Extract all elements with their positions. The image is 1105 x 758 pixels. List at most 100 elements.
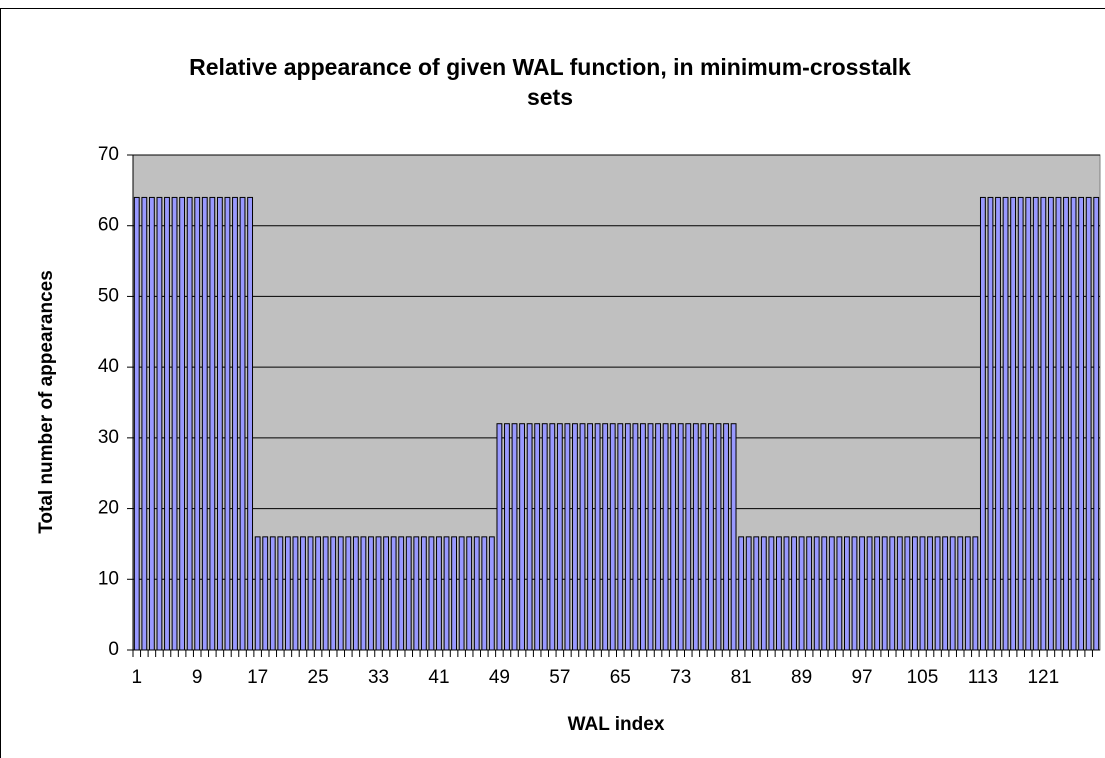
bar — [1032, 196, 1039, 651]
bar — [232, 196, 238, 651]
bar — [874, 536, 881, 651]
bar — [201, 196, 208, 651]
bar — [428, 536, 435, 651]
x-tick-label: 1 — [131, 667, 142, 688]
x-tick-label: 17 — [247, 667, 268, 688]
bar — [171, 196, 178, 651]
bar — [995, 196, 1001, 651]
bar — [987, 196, 994, 651]
bar — [466, 536, 473, 651]
x-tick-label: 41 — [428, 667, 449, 688]
x-tick-label: 121 — [1027, 667, 1059, 688]
bar — [647, 423, 654, 651]
bar — [269, 536, 276, 651]
bar — [889, 536, 896, 651]
bar — [738, 536, 745, 651]
bar — [224, 196, 231, 651]
bar — [670, 423, 677, 651]
bar — [655, 423, 661, 651]
bar — [942, 536, 949, 651]
bar — [141, 196, 148, 651]
x-tick-label: 89 — [791, 667, 812, 688]
bar — [436, 536, 442, 651]
bar — [345, 536, 352, 651]
x-tick-label: 65 — [610, 667, 631, 688]
x-tick-label: 49 — [489, 667, 510, 688]
bar — [662, 423, 669, 651]
x-tick-label: 81 — [731, 667, 752, 688]
bar — [315, 536, 322, 651]
bar — [730, 423, 737, 651]
bar — [927, 536, 933, 651]
bar — [1085, 196, 1092, 651]
x-tick-label: 113 — [968, 667, 998, 688]
bar — [209, 196, 216, 651]
bar — [337, 536, 344, 651]
bar — [609, 423, 616, 651]
bar — [473, 536, 480, 651]
bar — [1055, 196, 1062, 651]
bar — [300, 536, 306, 651]
bar — [420, 536, 427, 651]
bar — [911, 536, 918, 651]
bar — [307, 536, 314, 651]
bar — [617, 423, 624, 651]
bar — [866, 536, 873, 651]
bar — [723, 423, 729, 651]
bar — [383, 536, 389, 651]
bar — [405, 536, 412, 651]
bar — [292, 536, 299, 651]
bar — [284, 536, 291, 651]
bar — [949, 536, 956, 651]
bar — [700, 423, 707, 651]
x-tick-label: 57 — [549, 667, 570, 688]
bar — [836, 536, 843, 651]
y-tick-label: 10 — [98, 568, 119, 589]
bar — [148, 196, 155, 651]
y-tick-label: 40 — [98, 356, 119, 377]
bar — [398, 536, 405, 651]
bar — [851, 536, 858, 651]
y-tick-label: 70 — [98, 144, 119, 165]
bar — [791, 536, 797, 651]
bar — [164, 196, 170, 651]
bar — [957, 536, 964, 651]
bar — [768, 536, 775, 651]
chart-title: Relative appearance of given WAL functio… — [189, 54, 911, 110]
bar — [511, 423, 518, 651]
bar — [443, 536, 450, 651]
bar — [979, 196, 986, 651]
bar — [813, 536, 820, 651]
bar — [828, 536, 835, 651]
bar — [390, 536, 397, 651]
x-tick-label: 33 — [368, 667, 389, 688]
bar — [247, 196, 254, 651]
bar — [760, 536, 767, 651]
bar — [556, 423, 563, 651]
bar — [481, 536, 488, 651]
bar — [1047, 196, 1054, 651]
bar — [1040, 196, 1047, 651]
bar — [587, 423, 593, 651]
x-tick-label: 73 — [670, 667, 691, 688]
bar — [745, 536, 752, 651]
bar — [534, 423, 541, 651]
bar — [624, 423, 631, 651]
x-axis-label: WAL index — [568, 714, 665, 735]
bar — [964, 536, 971, 651]
bar — [526, 423, 533, 651]
bar — [806, 536, 813, 651]
bar — [451, 536, 457, 651]
bar — [262, 536, 269, 651]
bar — [352, 536, 359, 651]
bar — [776, 536, 782, 651]
bar — [640, 423, 646, 651]
bar — [934, 536, 941, 651]
bar — [1002, 196, 1009, 651]
bar — [1025, 196, 1032, 651]
bar — [277, 536, 284, 651]
bar — [1010, 196, 1017, 651]
bar — [330, 536, 337, 651]
bar — [186, 196, 193, 651]
